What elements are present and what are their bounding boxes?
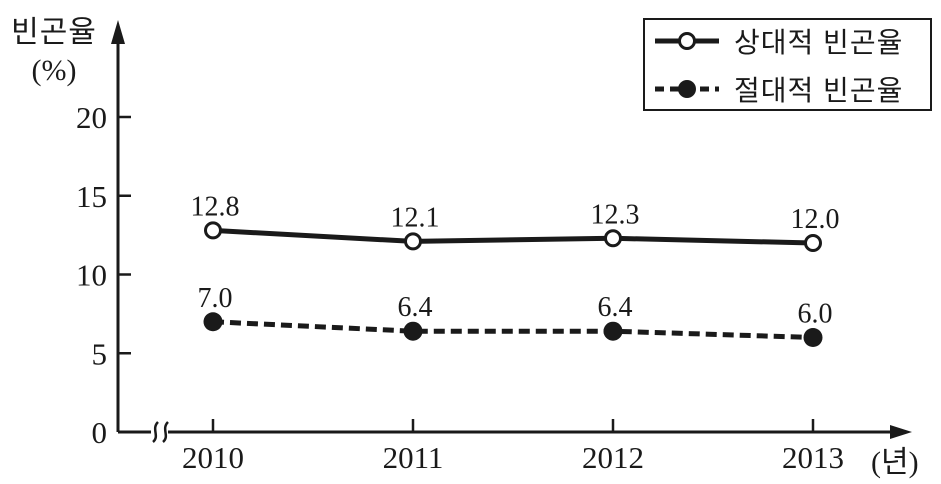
legend-label-relative: 상대적 빈곤율 <box>734 26 904 58</box>
marker-filled-circle <box>403 321 423 341</box>
y-tick-label: 0 <box>92 415 108 450</box>
x-axis-unit: (년) <box>871 446 919 479</box>
y-tick-label: 5 <box>92 336 108 371</box>
y-axis-title: 빈곤율 (%) <box>2 14 106 90</box>
data-label: 12.8 <box>191 191 240 222</box>
data-label: 6.0 <box>798 299 833 330</box>
x-tick-label: 2013 <box>782 440 844 475</box>
y-tick-label: 10 <box>76 258 107 293</box>
data-label: 6.4 <box>598 292 633 323</box>
data-label: 12.0 <box>791 204 840 235</box>
axis-break-mark <box>162 421 169 443</box>
data-label: 6.4 <box>398 292 433 323</box>
y-axis-title-text: 빈곤율 <box>11 16 97 49</box>
axis-break-gap <box>151 428 168 436</box>
y-tick-label: 15 <box>76 179 107 214</box>
marker-open-circle <box>604 229 622 248</box>
x-tick-label: 2010 <box>182 440 244 475</box>
dashed-line-filled-circle-swatch <box>655 79 719 98</box>
y-axis-unit: (%) <box>31 54 77 87</box>
legend: 상대적 빈곤율 절대적 빈곤율 <box>643 18 932 111</box>
marker-filled-circle <box>803 328 823 347</box>
series-line-0 <box>212 227 814 246</box>
x-tick-label: 2011 <box>383 440 444 475</box>
x-axis-arrow <box>890 425 912 439</box>
marker-filled-circle <box>203 312 223 332</box>
legend-label-absolute: 절대적 빈곤율 <box>734 74 904 106</box>
data-label: 7.0 <box>198 283 233 314</box>
marker-open-circle <box>204 221 222 240</box>
marker-filled-circle <box>603 321 623 341</box>
x-tick-label: 2012 <box>582 440 644 475</box>
axis-break-mark <box>152 421 159 443</box>
solid-line-open-circle-swatch <box>655 31 719 50</box>
y-tick-label: 20 <box>76 100 107 135</box>
marker-open-circle <box>404 232 422 251</box>
y-axis-arrow <box>111 20 125 44</box>
data-label: 12.3 <box>591 199 640 230</box>
marker-open-circle <box>804 234 822 252</box>
data-label: 12.1 <box>391 202 440 233</box>
legend-item-relative: 상대적 빈곤율 <box>653 21 922 61</box>
legend-item-absolute: 절대적 빈곤율 <box>653 69 922 109</box>
series-line-1 <box>212 319 814 340</box>
